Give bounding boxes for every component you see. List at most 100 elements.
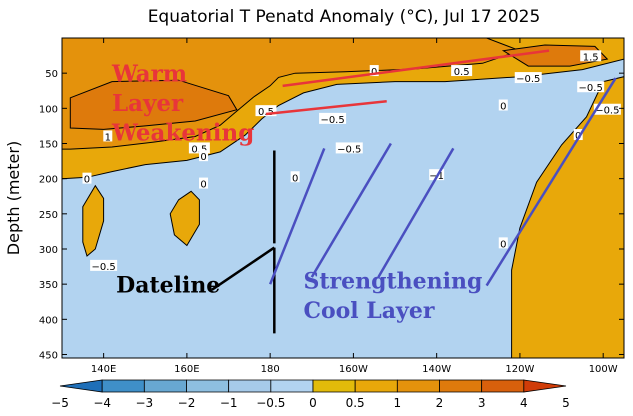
contour-label-11: −0.5 xyxy=(593,103,621,117)
contour-label-bg xyxy=(580,50,602,62)
contour-label-bg xyxy=(369,65,379,77)
contour-label-text: 0.5 xyxy=(191,144,207,155)
contour-label-text: 0 xyxy=(200,152,206,163)
contour-label-19: 0 xyxy=(82,172,92,186)
x-tick-label-1: 160E xyxy=(174,364,199,375)
contour-label-bg xyxy=(514,72,542,84)
contour-label-bg xyxy=(188,142,210,154)
y-tick-label-6: 350 xyxy=(39,280,58,291)
colorbar-swatch-4 xyxy=(228,379,272,393)
contour-label-2: −0.5 xyxy=(514,72,542,85)
y-tick-label-7: 400 xyxy=(39,315,58,326)
x-tick-label-6: 100W xyxy=(589,364,618,375)
contour-label-text: 0 xyxy=(292,173,298,184)
contour-label-17: 1 xyxy=(103,130,113,143)
y-tick-label-5: 300 xyxy=(39,245,58,256)
annotation-0: Warm xyxy=(111,61,187,88)
colorbar-label-0: −5 xyxy=(51,396,69,410)
colorbar-swatch-11 xyxy=(523,379,567,393)
annotation-3: Dateline xyxy=(116,273,220,299)
annotation-1: Layer xyxy=(112,90,184,117)
contour-label-bg xyxy=(290,171,300,183)
contour-label-bg xyxy=(498,237,508,249)
contour-label-bg xyxy=(199,150,209,162)
contour-label-bg xyxy=(319,112,347,124)
colorbar-swatch-5 xyxy=(270,379,314,393)
contour-label-text: −0.5 xyxy=(337,144,361,155)
colorbar-label-12: 5 xyxy=(562,396,570,410)
annotation-2: Weakening xyxy=(111,120,254,147)
annotation-line-1 xyxy=(265,100,387,116)
contour-label-text: −0.5 xyxy=(579,83,603,94)
colorbar-label-4: −1 xyxy=(220,396,238,410)
colorbar-swatch-1 xyxy=(101,379,145,393)
contour-label-bg xyxy=(335,142,363,154)
contour-label-bg xyxy=(90,259,118,271)
y-tick-label-3: 200 xyxy=(39,175,58,186)
colorbar-swatch-9 xyxy=(439,379,483,393)
x-tick-label-0: 140E xyxy=(91,364,116,375)
colorbar-label-1: −4 xyxy=(93,396,111,410)
annotation-lines xyxy=(211,49,617,334)
annotation-line-8 xyxy=(485,77,617,287)
contour-label-text: −0.5 xyxy=(320,115,344,126)
annotation-line-6 xyxy=(310,142,392,278)
contour-label-13: 0 xyxy=(199,177,209,191)
contour-label-0: 0 xyxy=(369,65,379,78)
colorbar-label-2: −3 xyxy=(135,396,153,410)
contour-label-text: 0.5 xyxy=(258,107,274,118)
x-tick-label-2: 180 xyxy=(261,364,280,375)
anomaly-region-3 xyxy=(82,184,105,257)
contour-label-15: 0.5 xyxy=(188,142,210,155)
contour-label-5: 0 xyxy=(498,99,508,113)
colorbar-label-8: 1 xyxy=(394,396,402,410)
annotation-line-3 xyxy=(211,246,276,291)
anomaly-region-2 xyxy=(169,190,200,247)
y-axis-label: Depth (meter) xyxy=(4,141,23,255)
colorbar-label-11: 4 xyxy=(520,396,528,410)
colorbar-label-9: 2 xyxy=(436,396,444,410)
y-tick-label-0: 50 xyxy=(45,69,58,80)
y-tick-label-4: 250 xyxy=(39,210,58,221)
contour-label-text: 1.5 xyxy=(583,52,599,63)
contour-label-1: 0.5 xyxy=(451,65,473,78)
plot-frame xyxy=(61,37,625,359)
contour-label-text: −0.5 xyxy=(91,262,115,273)
contour-label-bg xyxy=(573,129,583,141)
x-tick-label-3: 160W xyxy=(339,364,368,375)
colorbar-swatch-7 xyxy=(354,379,398,393)
contour-label-bg xyxy=(103,130,113,142)
contour-label-bg xyxy=(498,99,508,111)
annotation-line-7 xyxy=(377,147,455,278)
y-tick-label-2: 150 xyxy=(39,139,58,150)
contour-label-text: 0 xyxy=(500,239,506,250)
colorbar-label-5: −0.5 xyxy=(256,396,285,410)
colorbar-label-10: 3 xyxy=(478,396,486,410)
contour-label-text: 1 xyxy=(105,132,111,143)
colorbar-swatch-2 xyxy=(143,379,187,393)
contour-label-bg xyxy=(199,177,209,189)
anomaly-region-5 xyxy=(69,79,238,130)
annotation-4: Strengthening xyxy=(303,268,482,294)
colorbar-label-3: −2 xyxy=(178,396,196,410)
x-axis-ticks: 140E 160E 180 160W 140W 120W 100W xyxy=(91,38,618,375)
annotation-5: Cool Layer xyxy=(303,298,434,324)
colorbar: −5 −4 −3 −2 −1 −0.5 0 0.5 1 2 3 4 5 xyxy=(51,379,570,410)
contour-label-4: 1.5 xyxy=(580,50,602,63)
annotation-line-0 xyxy=(282,49,550,88)
contour-label-bg xyxy=(82,172,92,184)
contour-label-bg xyxy=(577,81,605,93)
colorbar-label-7: 0.5 xyxy=(346,396,365,410)
contour-label-text: 0 xyxy=(500,102,506,113)
contour-label-7: −0.5 xyxy=(319,112,347,126)
contour-label-text: 0.5 xyxy=(454,67,470,78)
contour-label-text: 0 xyxy=(200,180,206,191)
colorbar-swatch-3 xyxy=(186,379,230,393)
plot-area: 00.5−0.5−0.51.500.5−0.5−0.5−10−0.500−0.5… xyxy=(61,37,625,359)
colorbar-swatch-8 xyxy=(396,379,440,393)
colorbar-label-6: 0 xyxy=(309,396,317,410)
contour-label-bg xyxy=(255,105,277,117)
